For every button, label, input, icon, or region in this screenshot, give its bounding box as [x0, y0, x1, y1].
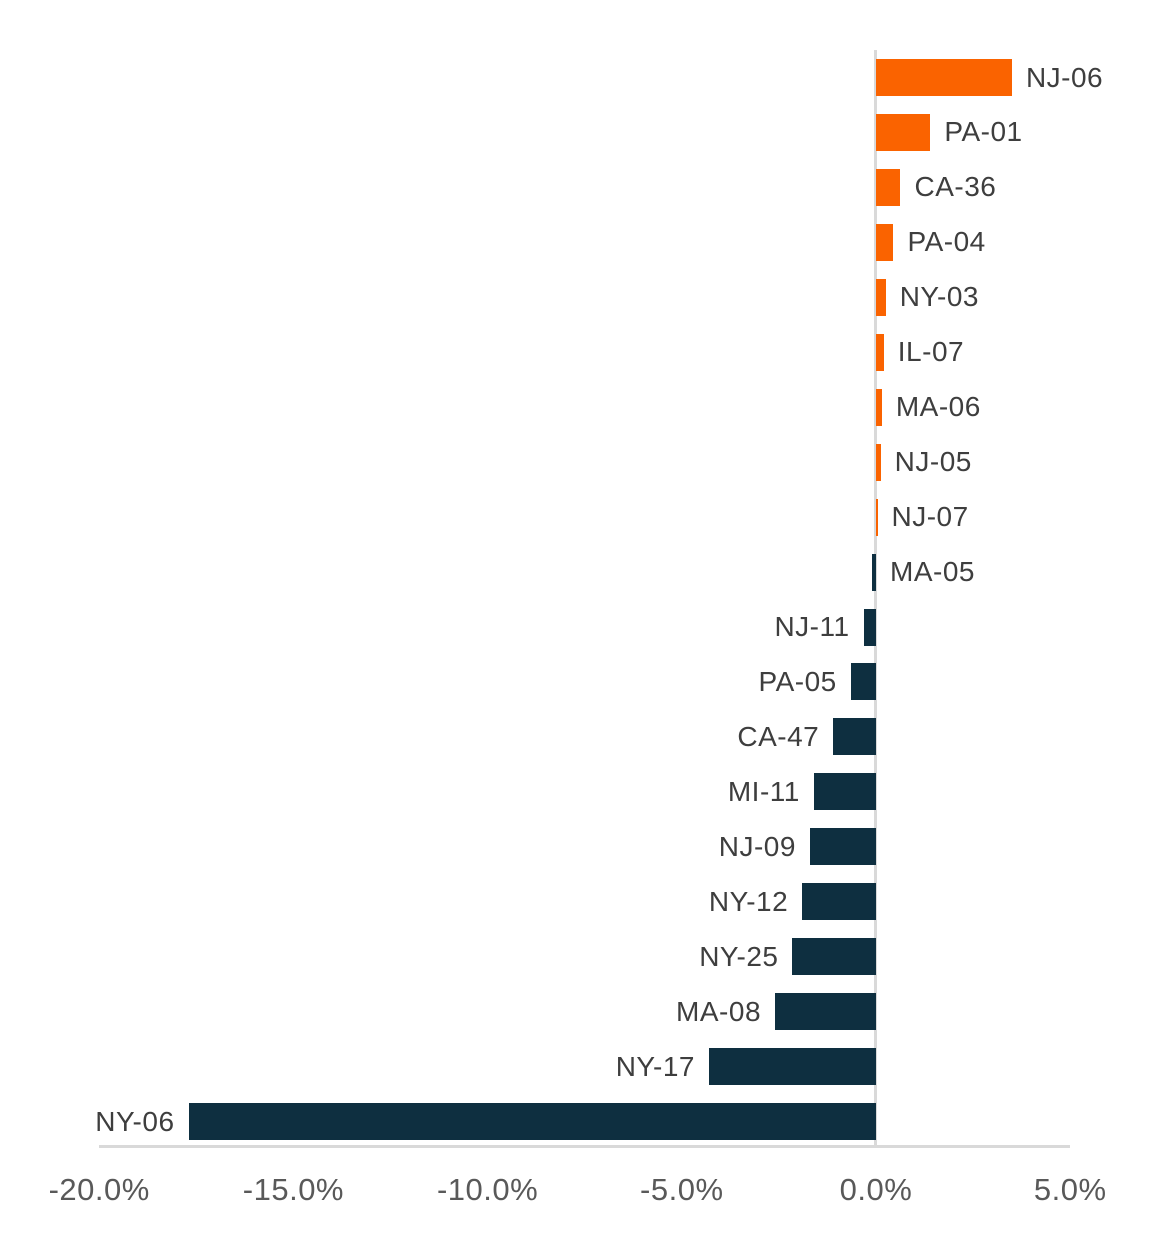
- bar-pa-04: [876, 223, 894, 261]
- bar-nj-11: [863, 608, 876, 646]
- category-label-nj-11: NJ-11: [774, 611, 850, 642]
- category-label-il-07: IL-07: [897, 336, 965, 368]
- category-label-ny-17: NY-17: [615, 1050, 695, 1082]
- bar-ca-36: [876, 168, 901, 206]
- x-tick-label--5.0: -5.0%: [640, 1172, 724, 1207]
- category-label-ma-05: MA-05: [890, 556, 975, 588]
- bar-ny-17: [708, 1048, 876, 1086]
- bar-ma-08: [775, 993, 876, 1031]
- category-label-mi-11: MI-11: [727, 775, 800, 807]
- bar-ny-25: [792, 938, 876, 976]
- bar-pa-05: [850, 663, 876, 701]
- bar-mi-11: [813, 773, 876, 811]
- bar-ma-05: [872, 553, 876, 591]
- category-label-ca-47: CA-47: [737, 720, 820, 752]
- bar-ma-06: [876, 388, 882, 426]
- x-tick-label--20.0: -20.0%: [48, 1172, 150, 1207]
- category-label-ma-06: MA-06: [895, 391, 981, 423]
- bar-pa-01: [876, 113, 931, 151]
- category-label-pa-04: PA-04: [907, 226, 986, 258]
- category-label-ca-36: CA-36: [914, 171, 997, 203]
- category-label-ny-03: NY-03: [899, 281, 979, 313]
- x-tick-label--10.0: -10.0%: [436, 1172, 539, 1207]
- zero-axis-line: [874, 50, 877, 1146]
- category-label-pa-05: PA-05: [758, 665, 837, 697]
- category-label-ny-25: NY-25: [699, 940, 779, 972]
- bar-nj-09: [809, 828, 876, 866]
- category-label-nj-06: NJ-06: [1025, 61, 1104, 93]
- bar-ny-06: [188, 1103, 876, 1141]
- category-label-ma-08: MA-08: [676, 995, 762, 1027]
- category-label-pa-01: PA-01: [944, 116, 1023, 148]
- bar-nj-07: [876, 498, 878, 536]
- x-tick-label-5.0: 5.0%: [1033, 1172, 1107, 1207]
- x-tick-label-0.0: 0.0%: [839, 1172, 913, 1207]
- category-label-ny-06: NY-06: [95, 1105, 175, 1137]
- category-label-nj-09: NJ-09: [718, 830, 796, 862]
- bar-ca-47: [833, 718, 876, 756]
- x-tick-label--15.0: -15.0%: [242, 1172, 345, 1207]
- category-label-ny-12: NY-12: [708, 885, 789, 917]
- bar-nj-06: [876, 59, 1012, 96]
- bar-ny-12: [802, 883, 876, 921]
- bar-il-07: [876, 333, 884, 371]
- x-axis-baseline: [99, 1145, 1070, 1148]
- category-label-nj-07: NJ-07: [891, 501, 969, 533]
- bar-nj-05: [876, 443, 881, 481]
- bar-ny-03: [876, 278, 886, 316]
- category-label-nj-05: NJ-05: [894, 446, 972, 478]
